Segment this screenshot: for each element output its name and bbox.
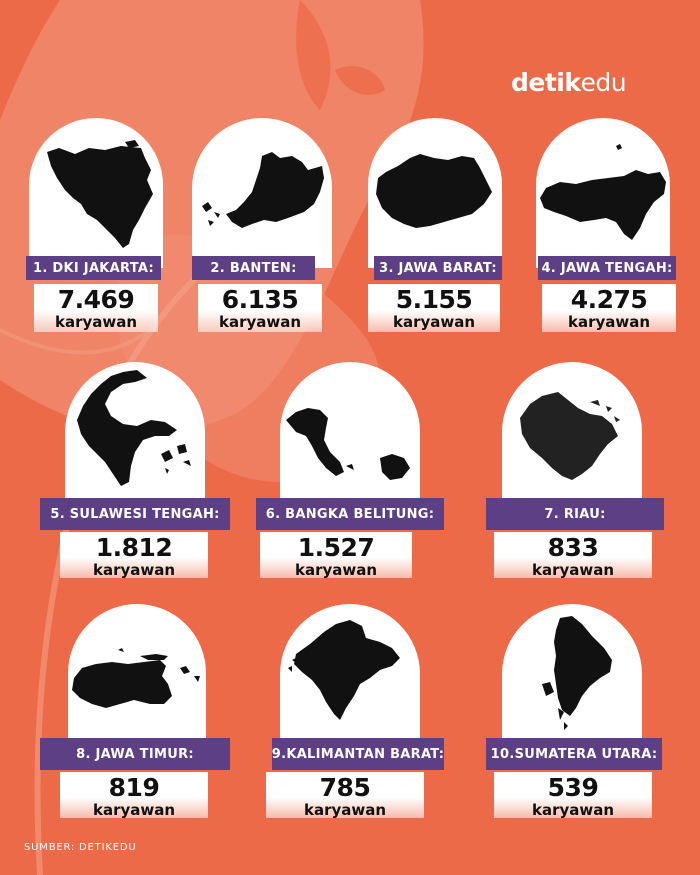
province-label: 2. BANTEN: (192, 256, 315, 280)
riau-map-icon (520, 392, 620, 480)
map-frame (536, 118, 670, 268)
employee-count: 785 (319, 773, 371, 802)
jawa-tengah-map-icon (540, 144, 666, 240)
province-card-9: 9.KALIMANTAN BARAT: 785 karyawan (266, 604, 444, 818)
source-credit: SUMBER: DETIKEDU (24, 842, 137, 853)
province-card-6: 6. BANGKA BELITUNG: 1.527 karyawan (256, 362, 444, 578)
sumatera-utara-map-icon (542, 616, 612, 730)
employee-count: 819 (108, 773, 160, 802)
banten-map-icon (202, 152, 324, 228)
stat-box: 1.527 karyawan (260, 532, 412, 578)
province-label: 1. DKI JAKARTA: (26, 256, 161, 280)
stat-box: 833 karyawan (494, 532, 652, 578)
employee-count: 539 (547, 773, 599, 802)
employee-unit: karyawan (92, 801, 176, 819)
stat-box: 785 karyawan (266, 772, 424, 818)
province-card-5: 5. SULAWESI TENGAH: 1.812 karyawan (40, 362, 230, 578)
province-label: 5. SULAWESI TENGAH: (40, 498, 230, 530)
stat-box: 7.469 karyawan (34, 284, 158, 332)
employee-unit: karyawan (531, 561, 615, 579)
province-label: 3. JAWA BARAT: (374, 256, 502, 280)
province-label: 8. JAWA TIMUR: (40, 738, 230, 770)
stat-box: 819 karyawan (60, 772, 208, 818)
stat-box: 4.275 karyawan (542, 284, 676, 332)
employee-unit: karyawan (567, 313, 651, 331)
province-label: 6. BANGKA BELITUNG: (256, 498, 444, 530)
stat-box: 5.155 karyawan (368, 284, 500, 332)
province-card-7: 7. RIAU: 833 karyawan (486, 362, 664, 578)
employee-count: 1.527 (297, 533, 375, 562)
jawa-timur-map-icon (72, 648, 200, 708)
jawa-barat-map-icon (376, 154, 492, 228)
employee-unit: karyawan (92, 561, 176, 579)
bangka-belitung-map-icon (286, 408, 410, 480)
sulawesi-tengah-map-icon (77, 370, 191, 486)
province-card-4: 4. JAWA TENGAH: 4.275 karyawan (534, 118, 680, 332)
employee-unit: karyawan (54, 313, 138, 331)
map-frame (502, 362, 642, 512)
brand-logo: detikedu (511, 68, 627, 97)
map-frame (29, 118, 163, 268)
province-card-10: 10.SUMATERA UTARA: 539 karyawan (486, 604, 662, 818)
stat-box: 539 karyawan (494, 772, 652, 818)
employee-count: 7.469 (57, 285, 135, 314)
map-frame (280, 362, 420, 512)
brand-logo-part2: edu (580, 68, 627, 97)
stat-box: 1.812 karyawan (60, 532, 208, 578)
province-label: 7. RIAU: (486, 498, 664, 530)
employee-count: 5.155 (395, 285, 473, 314)
employee-count: 833 (547, 533, 599, 562)
map-frame (280, 604, 420, 738)
employee-unit: karyawan (218, 313, 302, 331)
province-label: 10.SUMATERA UTARA: (486, 738, 662, 770)
employee-count: 6.135 (221, 285, 299, 314)
map-frame (68, 604, 206, 738)
employee-unit: karyawan (294, 561, 378, 579)
employee-count: 4.275 (570, 285, 648, 314)
dki-jakarta-map-icon (47, 140, 153, 248)
province-card-8: 8. JAWA TIMUR: 819 karyawan (40, 604, 230, 818)
map-frame (65, 362, 205, 512)
province-label: 9.KALIMANTAN BARAT: (272, 738, 444, 770)
employee-unit: karyawan (392, 313, 476, 331)
brand-logo-part1: detik (511, 68, 581, 97)
employee-unit: karyawan (531, 801, 615, 819)
map-frame (192, 118, 332, 268)
province-card-1: 1. DKI JAKARTA: 7.469 karyawan (22, 118, 168, 332)
stat-box: 6.135 karyawan (198, 284, 322, 332)
province-card-2: 2. BANTEN: 6.135 karyawan (192, 118, 338, 332)
province-label: 4. JAWA TENGAH: (538, 256, 676, 280)
kalimantan-barat-map-icon (288, 620, 400, 720)
map-frame (368, 118, 502, 268)
employee-unit: karyawan (303, 801, 387, 819)
employee-count: 1.812 (95, 533, 173, 562)
province-card-3: 3. JAWA BARAT: 5.155 karyawan (364, 118, 510, 332)
map-frame (502, 604, 642, 738)
